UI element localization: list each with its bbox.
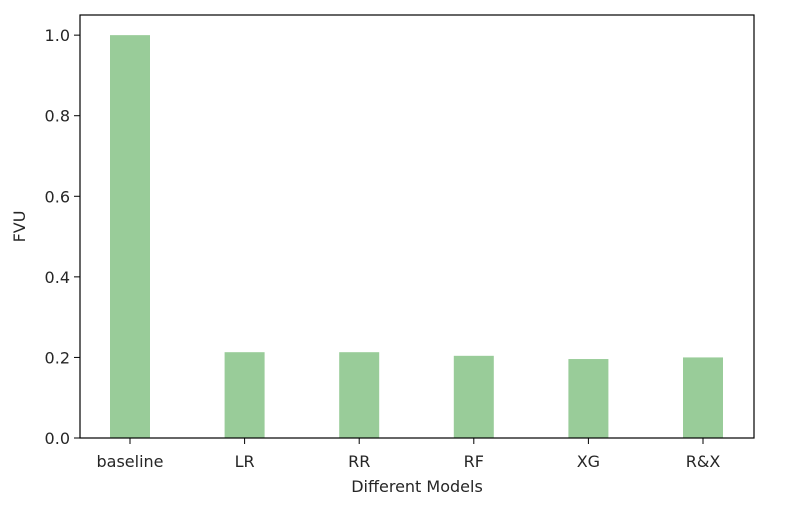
bars <box>110 35 723 439</box>
y-tick-label: 0.2 <box>45 348 70 367</box>
x-tick-label: baseline <box>96 452 163 471</box>
plot-frame <box>79 14 755 439</box>
y-tick-label: 0.4 <box>45 268 70 287</box>
bar-xg <box>568 359 609 438</box>
x-tick-label: XG <box>577 452 600 471</box>
y-tick-label: 0.0 <box>45 429 70 448</box>
x-axis: baseline LR RR RF XG R&X <box>96 438 720 471</box>
x-tick-label: R&X <box>686 452 721 471</box>
x-tick-label: RR <box>348 452 370 471</box>
y-axis: 0.0 0.2 0.4 0.6 0.8 1.0 <box>45 26 80 448</box>
x-axis-label: Different Models <box>351 477 483 496</box>
bar-rr <box>339 352 380 438</box>
bar-lr <box>224 352 265 438</box>
bar-baseline <box>110 35 150 439</box>
bar-r-x <box>683 357 723 438</box>
y-axis-label: FVU <box>10 211 29 243</box>
bar-rf <box>453 355 494 438</box>
y-tick-label: 1.0 <box>45 26 70 45</box>
x-tick-label: RF <box>464 452 484 471</box>
y-tick-label: 0.8 <box>45 107 70 126</box>
x-tick-label: LR <box>235 452 255 471</box>
y-tick-label: 0.6 <box>45 187 70 206</box>
